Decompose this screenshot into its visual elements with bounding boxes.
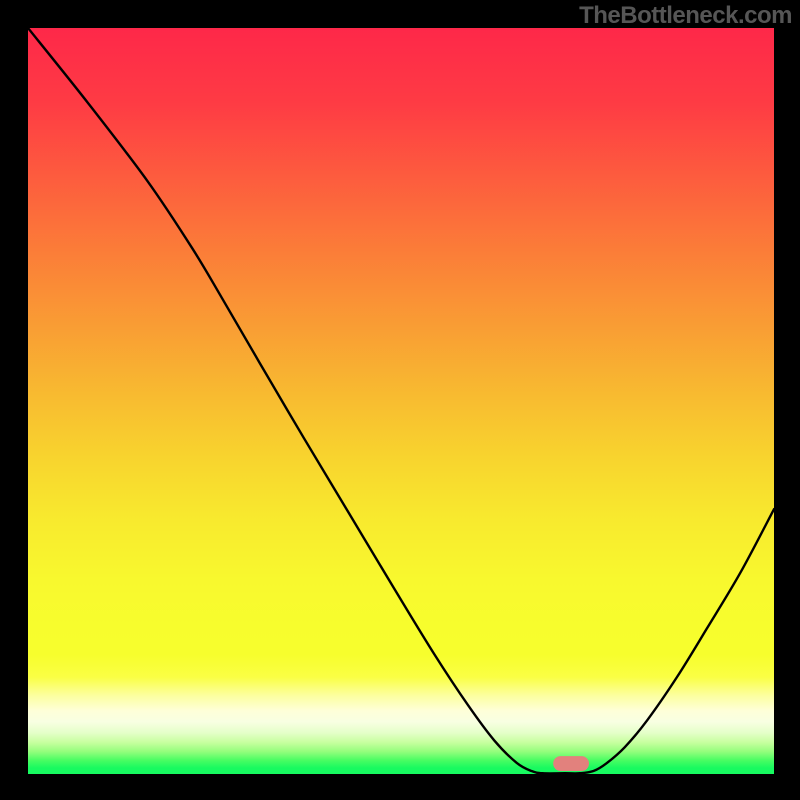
optimal-marker <box>553 756 589 771</box>
gradient-background <box>28 28 774 774</box>
plot-area <box>28 28 774 774</box>
chart-frame: TheBottleneck.com <box>0 0 800 800</box>
chart-svg <box>28 28 774 774</box>
watermark-text: TheBottleneck.com <box>579 2 792 30</box>
